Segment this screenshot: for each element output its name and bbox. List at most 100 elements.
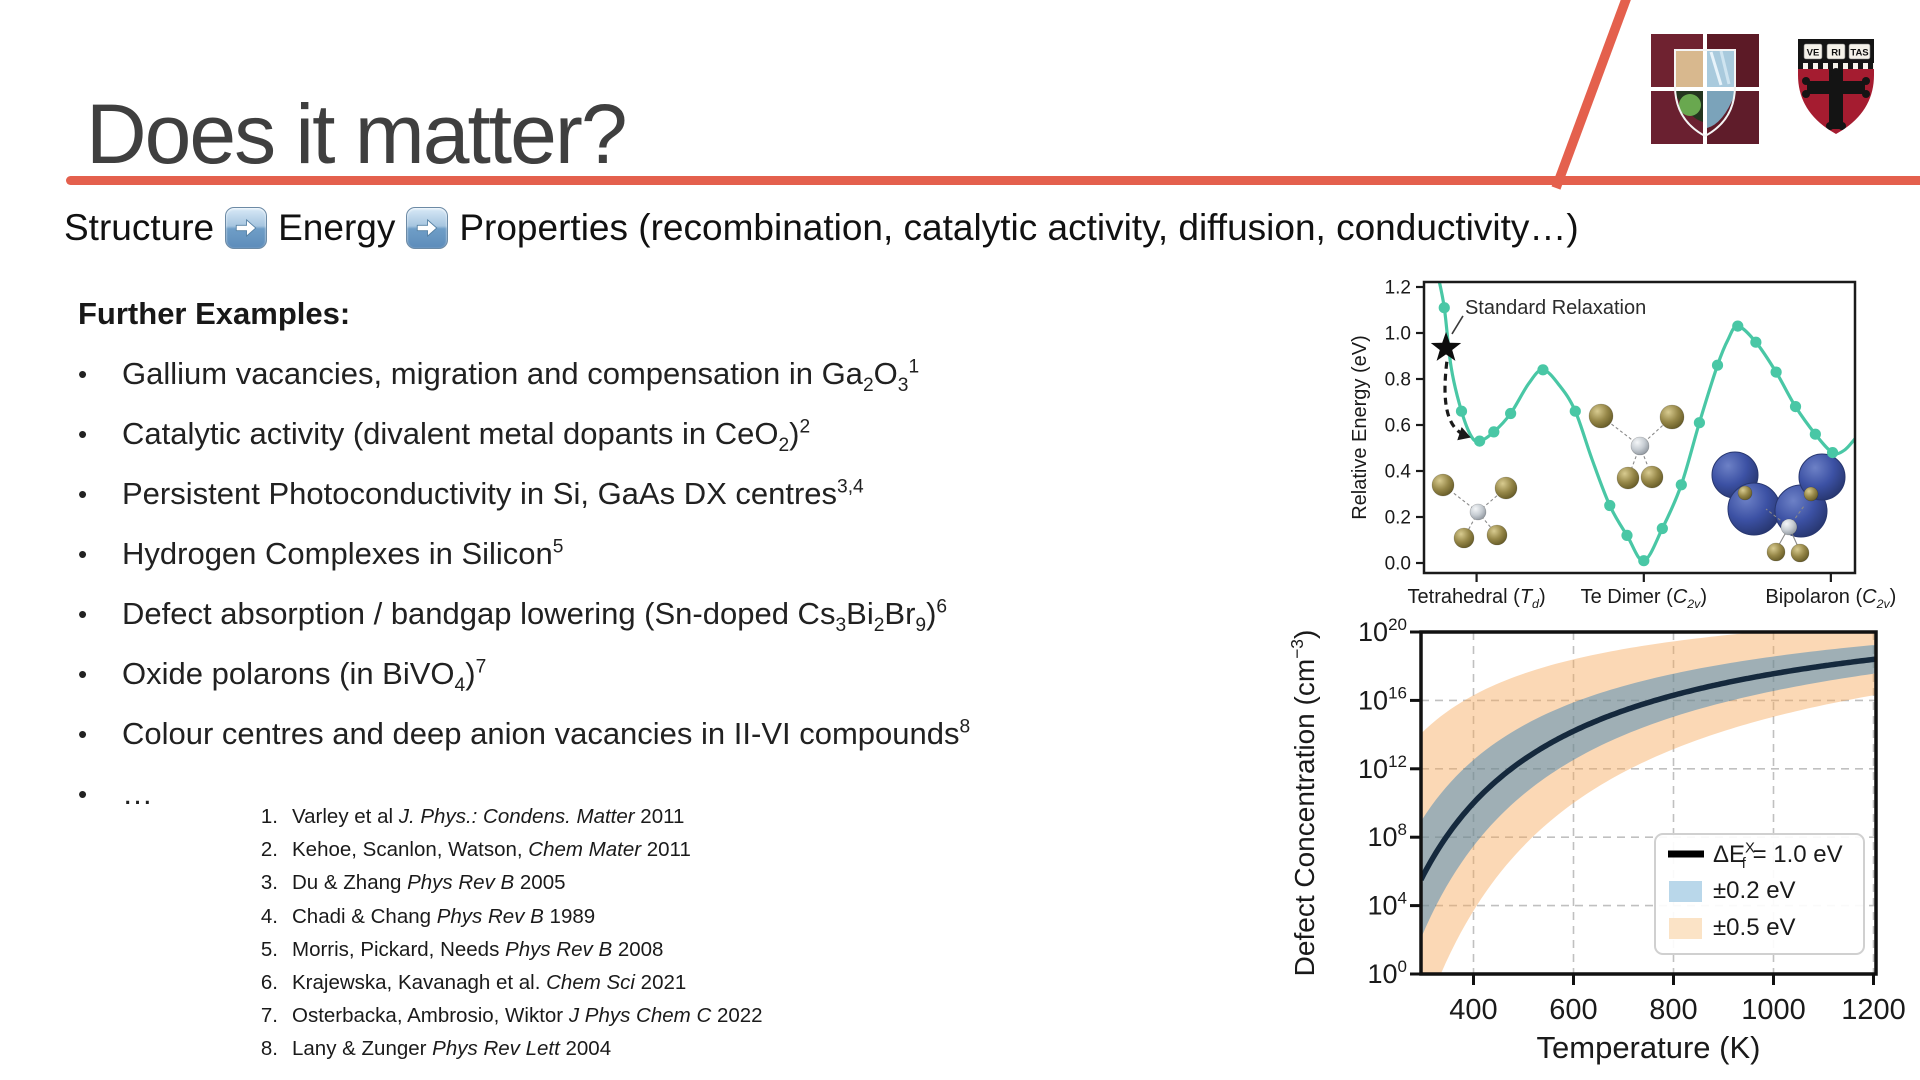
svg-text:1000: 1000 [1741,994,1806,1026]
bullet-text: Persistent Photoconductivity in Si, GaAs… [122,476,864,511]
bullet-text: Catalytic activity (divalent metal dopan… [122,416,811,457]
bullet-text: Defect absorption / bandgap lowering (Sn… [122,596,948,637]
bullet-text: Gallium vacancies, migration and compens… [122,356,920,397]
reference-text: Krajewska, Kavanagh et al. Chem Sci 2021 [292,971,687,995]
list-item: • Gallium vacancies, migration and compen… [78,344,1308,404]
bullet-text: Colour centres and deep anion vacancies … [122,716,971,751]
reference-item: 2. Kehoe, Scanlon, Watson, Chem Mater 201… [252,833,763,866]
list-item: • Catalytic activity (divalent metal dopa… [78,404,1308,464]
diagonal-accent-line [1551,0,1631,190]
svg-text:800: 800 [1649,994,1697,1026]
bullet-dot: • [78,778,88,809]
subtitle-properties: Properties (recombination, catalytic act… [459,207,1579,248]
materials-montage-shield-logo [1651,34,1759,144]
bullet-dot: • [78,538,88,569]
star-marker [1430,331,1462,361]
svg-text:1012: 1012 [1358,752,1407,784]
x-axis-label: Temperature (K) [1537,1030,1761,1065]
motto-ve: VE [1807,48,1820,59]
title-underline-rule [66,176,1920,185]
list-item: • Persistent Photoconductivity in Si, GaA… [78,464,1308,524]
reference-number: 3. [260,871,278,895]
reference-text: Chadi & Chang Phys Rev B 1989 [292,904,596,928]
defect-concentration-chart: 400 600 800 1000 1200 100 104 108 1012 1016 1020 Te… [1287,615,1906,1065]
right-arrow-emoji [225,207,268,249]
reference-text: Osterbacka, Ambrosio, Wiktor J Phys Chem… [292,1004,763,1028]
reference-number: 5. [260,937,278,961]
svg-text:400: 400 [1449,994,1497,1026]
bullet-dot: • [78,718,88,749]
legend: ΔEX f = 1.0 eV ±0.2 eV ±0.5 eV [1654,833,1865,955]
veritas-crest-logo: VE RI TAS [1798,39,1874,134]
molecule-insets [1431,403,1846,563]
list-item: • Oxide polarons (in BiVO4)7 [78,644,1308,704]
energy-landscape-chart: 0.0 0.2 0.4 0.6 0.8 1.0 1.2 Tetrahedral (Td) Te … [1349,278,1896,612]
bullet-text: Hydrogen Complexes in Silicon5 [122,536,564,571]
reference-item: 8. Lany & Zunger Phys Rev Lett 2004 [252,1032,763,1065]
svg-text:1200: 1200 [1841,994,1906,1026]
y-axis-label: Defect Concentration (cm−3) [1287,630,1320,977]
svg-text:±0.2 eV: ±0.2 eV [1713,877,1796,904]
bullet-dot: • [78,658,88,689]
list-item: •… [78,764,1308,824]
reference-item: 3. Du & Zhang Phys Rev B 2005 [252,866,763,899]
reference-number: 4. [260,904,278,928]
reference-item: 1. Varley et al J. Phys.: Condens. Matter… [252,800,763,833]
svg-text:1.0: 1.0 [1385,324,1411,345]
reference-text: Kehoe, Scanlon, Watson, Chem Mater 2011 [292,838,691,862]
reference-item: 6. Krajewska, Kavanagh et al. Chem Sci 20… [252,966,763,999]
bullet-text: … [122,776,153,811]
subtitle-energy: Energy [278,207,396,248]
bullet-text: Oxide polarons (in BiVO4)7 [122,656,487,697]
svg-text:100: 100 [1367,957,1407,989]
reference-number: 6. [260,971,278,995]
bullet-dot: • [78,358,88,389]
examples-list: • Gallium vacancies, migration and compen… [78,344,1308,824]
svg-text:1020: 1020 [1358,615,1407,647]
reference-text: Varley et al J. Phys.: Condens. Matter 2… [292,805,685,828]
bullet-dot: • [78,478,88,509]
svg-text:0.2: 0.2 [1385,508,1411,529]
svg-text:1.2: 1.2 [1385,278,1411,299]
reference-number: 2. [260,838,278,862]
subtitle-structure: Structure [64,207,215,248]
svg-text:104: 104 [1367,889,1407,921]
right-arrow-emoji [406,207,449,249]
bullet-dot: • [78,418,88,449]
svg-text:600: 600 [1549,994,1597,1026]
svg-text:Bipolaron (C2v): Bipolaron (C2v) [1765,586,1896,611]
reference-number: 1. [260,805,278,828]
reference-text: Morris, Pickard, Needs Phys Rev B 2008 [292,937,664,961]
list-item: • Colour centres and deep anion vacancies… [78,704,1308,764]
list-item: • Defect absorption / bandgap lowering (S… [78,584,1308,644]
svg-text:±0.5 eV: ±0.5 eV [1713,914,1796,941]
svg-text:0.8: 0.8 [1385,370,1411,391]
slide-title: Does it matter? [86,87,628,182]
svg-text:Te Dimer (C2v): Te Dimer (C2v) [1581,586,1707,611]
svg-text:0.4: 0.4 [1385,462,1412,483]
svg-text:108: 108 [1367,820,1407,852]
svg-text:1016: 1016 [1358,683,1407,715]
main-concentration-curve [1421,656,1876,881]
reference-item: 7. Osterbacka, Ambrosio, Wiktor J Phys Ch… [252,999,763,1032]
annotation-standard-relaxation: Standard Relaxation [1465,297,1646,319]
reference-item: 4. Chadi & Chang Phys Rev B 1989 [252,900,763,933]
motto-ri: RI [1831,48,1841,59]
motto-tas: TAS [1850,48,1868,59]
references-list: 1. Varley et al J. Phys.: Condens. Matter… [252,800,763,1066]
svg-text:0.0: 0.0 [1385,554,1411,575]
reference-number: 7. [260,1004,278,1028]
structure-energy-properties-line: Structure Energy Properties (recombinati… [64,204,1579,252]
reference-text: Du & Zhang Phys Rev B 2005 [292,871,566,895]
energy-curve [1437,282,1855,567]
reference-number: 8. [260,1037,278,1061]
uncertainty-band [1421,632,1876,974]
relaxation-arrow [1443,361,1471,441]
svg-text:Tetrahedral (Td): Tetrahedral (Td) [1408,586,1546,611]
svg-text:0.6: 0.6 [1385,416,1411,437]
y-axis-label: Relative Energy (eV) [1349,335,1371,520]
reference-text: Lany & Zunger Phys Rev Lett 2004 [292,1037,612,1061]
further-examples-heading: Further Examples: [78,296,351,331]
